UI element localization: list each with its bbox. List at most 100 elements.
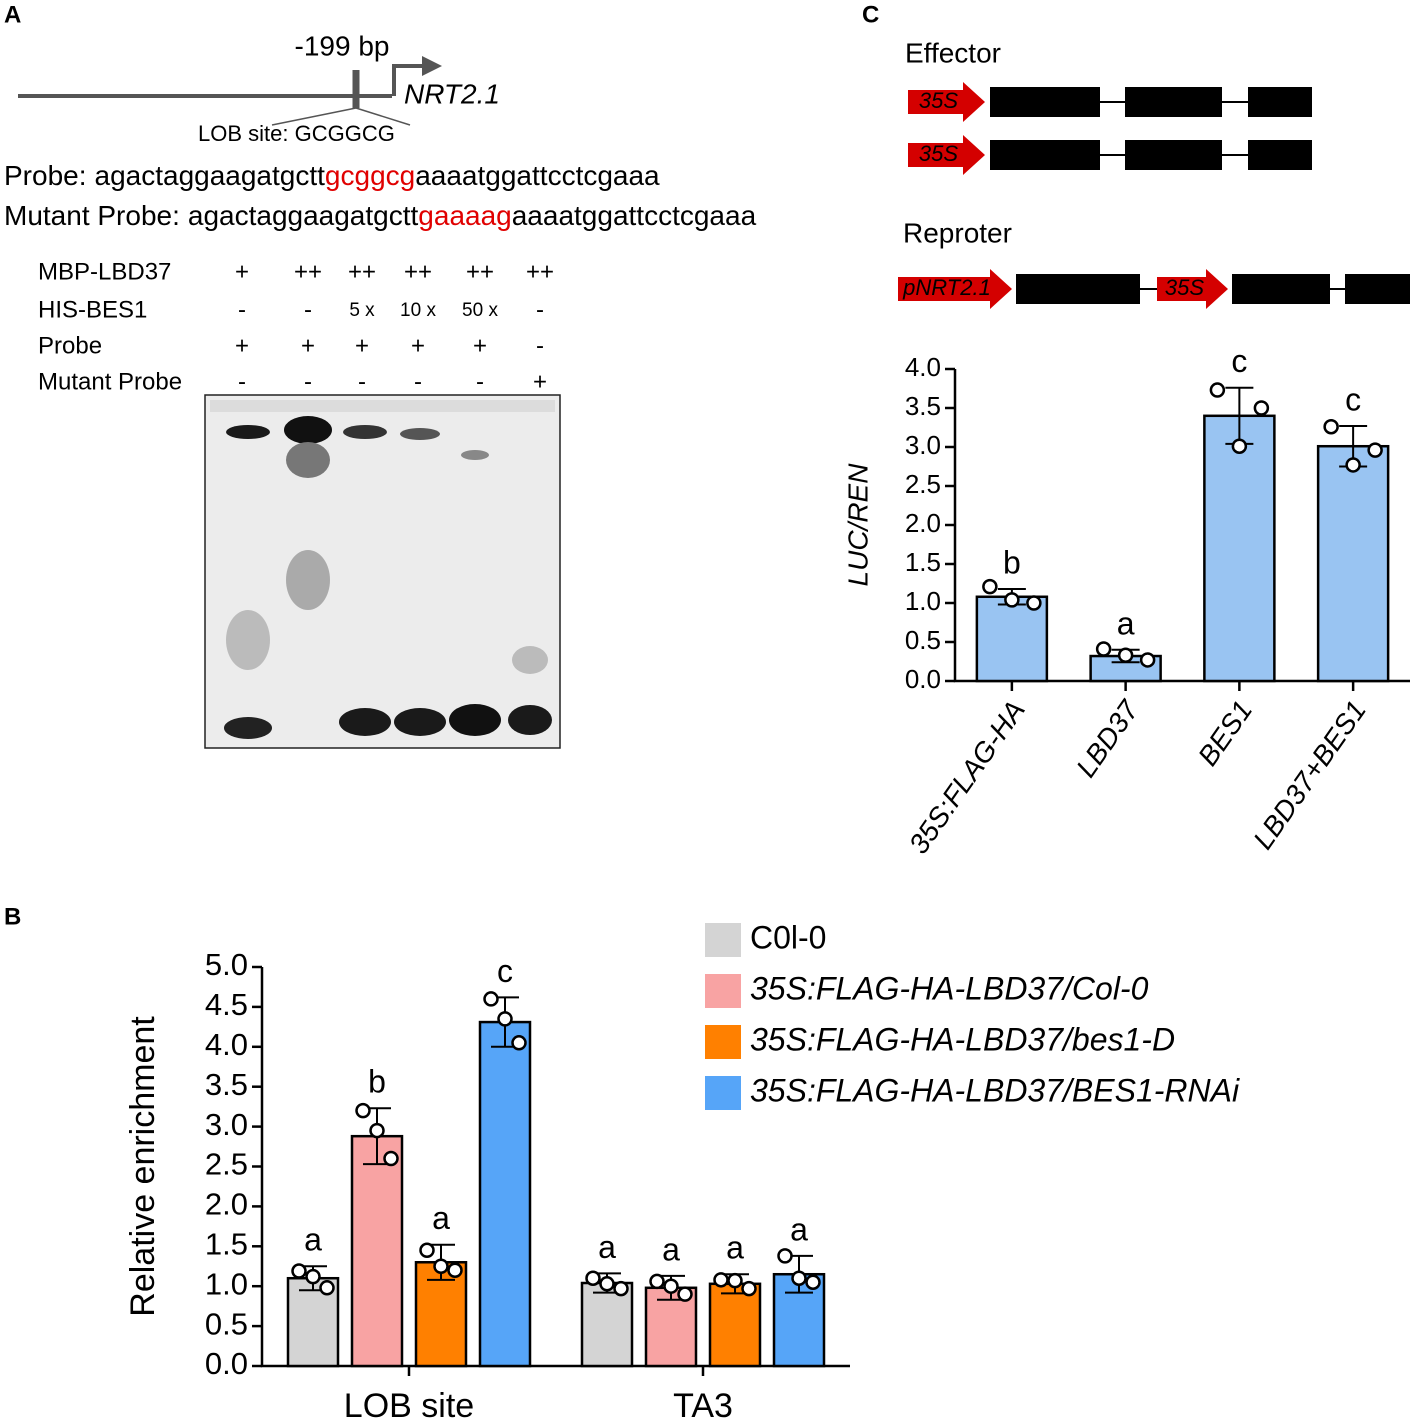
data-point <box>649 1273 665 1290</box>
data-point <box>805 1274 821 1290</box>
significance-letter: a <box>726 1230 744 1266</box>
promoter-arrow <box>908 135 985 175</box>
promoter-arrow <box>1157 269 1228 309</box>
legend-swatch <box>705 1025 741 1059</box>
x-tick-label: LBD37 <box>1070 694 1145 783</box>
gene-box <box>1248 140 1312 170</box>
legend-label: C0l-0 <box>750 919 826 955</box>
site-seq: gaaaag <box>418 200 511 231</box>
significance-letter: b <box>1003 544 1021 580</box>
gene-label: NOS <box>1354 275 1402 300</box>
x-tick-label: BES1 <box>1192 695 1258 771</box>
row-label: MBP-LBD37 <box>38 258 171 285</box>
promoter-label: 35S <box>919 141 958 166</box>
data-point <box>677 1286 693 1302</box>
y-tick-label: 0.0 <box>205 1346 248 1381</box>
reporter-title: Reproter <box>903 217 1012 248</box>
seq: agactaggaagatgctt <box>95 160 326 191</box>
cell: - <box>238 296 246 323</box>
y-tick-label: 3.5 <box>905 391 941 421</box>
cell: - <box>304 296 312 323</box>
y-tick-label: 3.0 <box>905 430 941 460</box>
significance-letter: c <box>497 953 513 989</box>
cell: - <box>358 368 366 395</box>
cell: ++ <box>526 258 554 285</box>
data-point <box>369 1122 385 1139</box>
gene-label: FLAG-HA <box>997 88 1092 113</box>
data-point <box>497 1011 513 1027</box>
gene-box <box>1125 87 1222 117</box>
data-point <box>727 1272 743 1289</box>
data-point <box>585 1270 601 1286</box>
row-label: Mutant Probe <box>38 368 182 395</box>
promoter-arrow <box>898 269 1012 309</box>
y-tick-label: 2.0 <box>905 508 941 538</box>
data-point <box>433 1258 449 1274</box>
x-tick-label: LBD37+BES1 <box>1247 695 1372 855</box>
cell: - <box>304 368 312 395</box>
cell: 50 x <box>462 300 498 321</box>
gene-box <box>1125 140 1222 170</box>
promoter-arrow <box>908 82 985 122</box>
y-tick-label: 0.5 <box>205 1306 248 1341</box>
significance-letter: a <box>598 1229 616 1265</box>
panel-label: B <box>4 903 21 930</box>
data-point <box>1253 400 1270 416</box>
gene-box <box>990 140 1100 170</box>
gene-label: LBD37 <box>1140 141 1208 166</box>
effector-title: Effector <box>905 37 1001 68</box>
y-tick-label: 1.0 <box>205 1266 248 1301</box>
promoter-label: pNRT2.1 <box>902 275 991 300</box>
panel-label: A <box>4 1 21 28</box>
tss-arrow <box>392 64 425 96</box>
gel-image <box>204 394 561 749</box>
cell: + <box>301 332 315 359</box>
cell: - <box>536 332 544 359</box>
y-tick-label: 2.0 <box>205 1187 248 1222</box>
y-tick-label: 4.0 <box>905 352 941 382</box>
promoter-label: 35S <box>919 88 958 113</box>
y-tick-label: 2.5 <box>205 1147 248 1182</box>
legend-label: 35S:FLAG-HA-LBD37/BES1-RNAi <box>750 1072 1240 1108</box>
data-point <box>1026 595 1042 611</box>
y-tick-label: 5.0 <box>205 947 248 982</box>
gene-box <box>1016 274 1140 304</box>
y-axis-label: Relative enrichment <box>124 1016 162 1317</box>
bar <box>580 1281 634 1368</box>
y-tick-label: 1.0 <box>905 586 941 616</box>
mutant-seq: Mutant Probe: agactaggaagatgcttgaaaagaaaa… <box>4 200 757 231</box>
probe-seq: Probe: agactaggaagatgcttgcggcgaaaatggattc… <box>4 160 660 191</box>
data-point <box>319 1280 335 1296</box>
cell: ++ <box>348 258 376 285</box>
data-point <box>777 1248 793 1264</box>
x-tick-label: 35S:FLAG-HA <box>903 695 1031 859</box>
zoom-line <box>355 107 411 126</box>
data-point <box>663 1278 679 1294</box>
bar <box>708 1282 762 1368</box>
cell: - <box>536 296 544 323</box>
probe-prefix: Mutant Probe: <box>4 200 180 231</box>
cell: + <box>235 332 249 359</box>
data-point <box>291 1263 307 1279</box>
bar <box>478 1020 532 1368</box>
data-point <box>1367 442 1383 458</box>
gene-label: Luciferase <box>1027 275 1129 300</box>
legend-swatch <box>705 923 741 957</box>
cell: ++ <box>294 258 322 285</box>
cell: ++ <box>404 258 432 285</box>
significance-letter: c <box>1345 381 1361 417</box>
bar <box>975 595 1049 683</box>
gene-label: REN <box>1258 275 1305 300</box>
x-tick-label: LOB site <box>344 1387 474 1425</box>
data-point <box>741 1280 757 1297</box>
data-point <box>1117 647 1134 664</box>
panel-label: C <box>862 1 879 28</box>
data-point <box>511 1035 527 1051</box>
y-tick-label: 3.5 <box>205 1067 248 1102</box>
bar <box>1203 414 1276 683</box>
bar <box>350 1134 404 1368</box>
data-point <box>305 1268 321 1285</box>
gene-box <box>1345 274 1410 304</box>
data-point <box>383 1150 399 1167</box>
